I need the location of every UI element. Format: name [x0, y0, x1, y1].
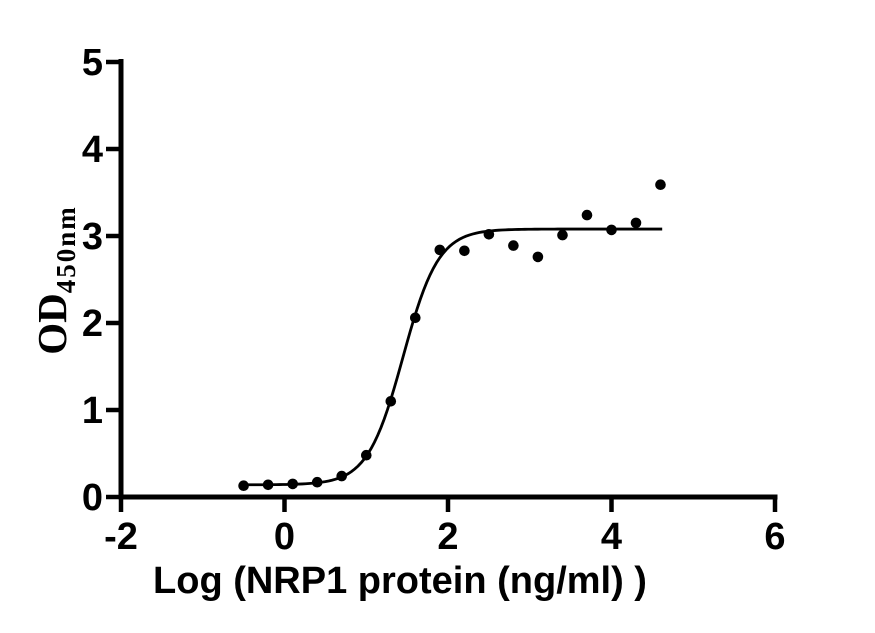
y-tick-marks — [106, 59, 121, 500]
x-tick-labels: -2 0 2 4 6 — [104, 516, 785, 558]
x-axis-title: Log (NRP1 protein (ng/ml) ) — [153, 560, 647, 602]
data-point — [606, 224, 617, 236]
data-points — [238, 179, 666, 492]
x-tick-label: 0 — [274, 516, 295, 558]
data-point — [459, 245, 470, 257]
y-axis-title-main: OD — [29, 293, 75, 355]
y-tick-label: 0 — [82, 477, 103, 519]
data-point — [311, 476, 323, 488]
x-tick-label: 6 — [764, 516, 785, 558]
data-point — [434, 244, 446, 256]
data-point — [532, 251, 544, 263]
x-tick-label: 4 — [601, 516, 622, 558]
data-point — [336, 470, 348, 482]
data-point — [238, 480, 249, 492]
data-point — [655, 179, 666, 190]
data-point — [557, 229, 568, 241]
data-point — [385, 396, 397, 407]
x-tick-label: -2 — [104, 516, 138, 558]
data-point — [361, 449, 372, 461]
y-tick-label: 2 — [82, 303, 103, 345]
y-tick-label: 1 — [82, 390, 103, 432]
y-axis-title-subscript: 450nm — [51, 205, 81, 293]
fit-curve — [243, 227, 663, 487]
y-tick-label: 3 — [82, 216, 103, 258]
y-tick-labels: 0 1 2 3 4 5 — [82, 42, 103, 519]
y-axis-title: OD450nm — [29, 205, 81, 355]
data-point — [483, 229, 495, 240]
data-point — [581, 209, 593, 221]
data-point — [630, 217, 642, 229]
data-point — [508, 240, 519, 251]
data-point — [410, 312, 421, 324]
x-tick-label: 2 — [437, 516, 458, 558]
y-tick-label: 5 — [82, 42, 103, 84]
data-point — [287, 478, 299, 490]
data-point — [262, 479, 274, 491]
y-tick-label: 4 — [82, 129, 103, 171]
x-tick-marks — [118, 497, 778, 512]
